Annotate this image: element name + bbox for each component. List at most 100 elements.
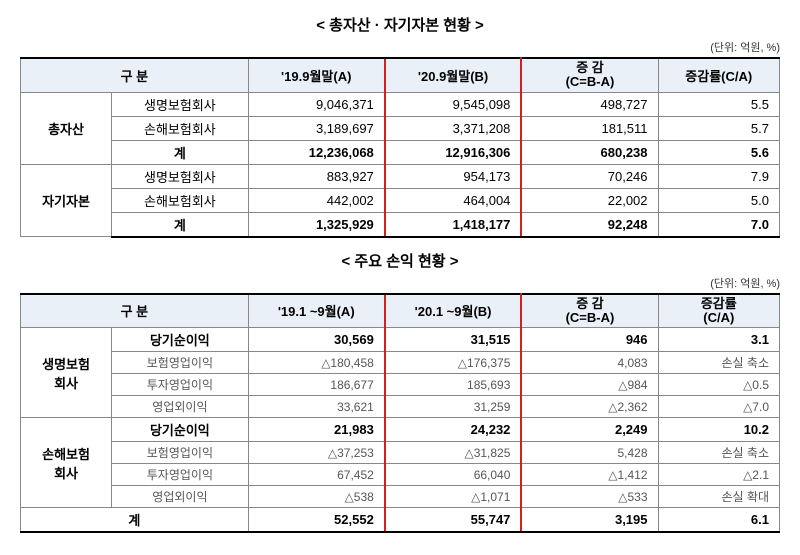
table-row: 자기자본생명보험회사883,927954,17370,2467.9 <box>21 164 780 188</box>
table-row: 보험영업이익△180,458△176,3754,083손실 축소 <box>21 352 780 374</box>
table-row: 손해보험회사442,002464,00422,0025.0 <box>21 188 780 212</box>
th2-diff: 증 감 (C=B-A) <box>521 294 658 328</box>
cell-d: 5.5 <box>658 92 779 116</box>
cell-b: 31,259 <box>385 396 522 418</box>
table-row: 투자영업이익186,677185,693△984△0.5 <box>21 374 780 396</box>
th2-rate: 증감률 (C/A) <box>658 294 779 328</box>
total-row: 계52,55255,7473,1956.1 <box>21 508 780 533</box>
cell-d: 3.1 <box>658 328 779 352</box>
cell-a: 33,621 <box>248 396 385 418</box>
table2-unit: (단위: 억원, %) <box>20 275 780 291</box>
cell-c: 2,249 <box>521 418 658 442</box>
cell-c: 92,248 <box>521 212 658 237</box>
table-row: 손해보험회사3,189,6973,371,208181,5115.7 <box>21 116 780 140</box>
row-label: 당기순이익 <box>112 418 249 442</box>
cell-d: 손실 축소 <box>658 442 779 464</box>
row-group-label: 총자산 <box>21 92 112 164</box>
row-group-label: 자기자본 <box>21 164 112 237</box>
cell-c: △533 <box>521 486 658 508</box>
cell-b: 954,173 <box>385 164 522 188</box>
table-row: 생명보험 회사당기순이익30,56931,5159463.1 <box>21 328 780 352</box>
row-label: 영업외이익 <box>112 486 249 508</box>
row-group-label: 손해보험 회사 <box>21 418 112 508</box>
cell-a: 186,677 <box>248 374 385 396</box>
cell-d: 7.9 <box>658 164 779 188</box>
cell-c: 22,002 <box>521 188 658 212</box>
row-group-label: 생명보험 회사 <box>21 328 112 418</box>
cell-b: 464,004 <box>385 188 522 212</box>
th-category: 구 분 <box>21 58 249 92</box>
cell-d: 5.0 <box>658 188 779 212</box>
row-label: 생명보험회사 <box>112 92 249 116</box>
row-label: 계 <box>112 212 249 237</box>
cell-d: 5.6 <box>658 140 779 164</box>
cell-b: 24,232 <box>385 418 522 442</box>
row-label: 보험영업이익 <box>112 352 249 374</box>
cell-d: 10.2 <box>658 418 779 442</box>
cell-d: 7.0 <box>658 212 779 237</box>
total-c: 3,195 <box>521 508 658 533</box>
total-d: 6.1 <box>658 508 779 533</box>
table-row: 보험영업이익△37,253△31,8255,428손실 축소 <box>21 442 780 464</box>
cell-a: 1,325,929 <box>248 212 385 237</box>
th2-category: 구 분 <box>21 294 249 328</box>
cell-a: 9,046,371 <box>248 92 385 116</box>
row-label: 투자영업이익 <box>112 374 249 396</box>
cell-b: 9,545,098 <box>385 92 522 116</box>
table-row: 영업외이익△538△1,071△533손실 확대 <box>21 486 780 508</box>
cell-b: 3,371,208 <box>385 116 522 140</box>
th-colA: '19.9월말(A) <box>248 58 385 92</box>
total-b: 55,747 <box>385 508 522 533</box>
table-row: 손해보험 회사당기순이익21,98324,2322,24910.2 <box>21 418 780 442</box>
cell-d: △0.5 <box>658 374 779 396</box>
cell-a: △37,253 <box>248 442 385 464</box>
cell-a: △538 <box>248 486 385 508</box>
total-a: 52,552 <box>248 508 385 533</box>
th-diff: 증 감 (C=B-A) <box>521 58 658 92</box>
cell-d: 5.7 <box>658 116 779 140</box>
row-label: 당기순이익 <box>112 328 249 352</box>
row-label: 보험영업이익 <box>112 442 249 464</box>
cell-b: △1,071 <box>385 486 522 508</box>
cell-c: 680,238 <box>521 140 658 164</box>
row-label: 계 <box>112 140 249 164</box>
cell-a: 12,236,068 <box>248 140 385 164</box>
table-row: 계12,236,06812,916,306680,2385.6 <box>21 140 780 164</box>
cell-c: 946 <box>521 328 658 352</box>
cell-b: 185,693 <box>385 374 522 396</box>
cell-a: 883,927 <box>248 164 385 188</box>
th2-colA: '19.1 ~9월(A) <box>248 294 385 328</box>
table1-unit: (단위: 억원, %) <box>20 39 780 55</box>
cell-c: 4,083 <box>521 352 658 374</box>
th2-colB: '20.1 ~9월(B) <box>385 294 522 328</box>
cell-c: △984 <box>521 374 658 396</box>
cell-d: △7.0 <box>658 396 779 418</box>
cell-a: 442,002 <box>248 188 385 212</box>
table-row: 영업외이익33,62131,259△2,362△7.0 <box>21 396 780 418</box>
th-colB: '20.9월말(B) <box>385 58 522 92</box>
cell-c: △1,412 <box>521 464 658 486</box>
cell-a: 3,189,697 <box>248 116 385 140</box>
cell-d: 손실 축소 <box>658 352 779 374</box>
cell-a: 30,569 <box>248 328 385 352</box>
cell-b: 31,515 <box>385 328 522 352</box>
cell-a: 67,452 <box>248 464 385 486</box>
cell-c: 70,246 <box>521 164 658 188</box>
cell-c: △2,362 <box>521 396 658 418</box>
cell-c: 498,727 <box>521 92 658 116</box>
cell-b: △31,825 <box>385 442 522 464</box>
row-label: 생명보험회사 <box>112 164 249 188</box>
row-label: 영업외이익 <box>112 396 249 418</box>
total-label: 계 <box>21 508 249 533</box>
cell-d: 손실 확대 <box>658 486 779 508</box>
cell-c: 5,428 <box>521 442 658 464</box>
profit-loss-section: < 주요 손익 현황 > (단위: 억원, %) 구 분 '19.1 ~9월(A… <box>20 250 780 534</box>
assets-equity-table: 구 분 '19.9월말(A) '20.9월말(B) 증 감 (C=B-A) 증감… <box>20 57 780 238</box>
cell-b: 1,418,177 <box>385 212 522 237</box>
row-label: 투자영업이익 <box>112 464 249 486</box>
assets-equity-section: < 총자산 · 자기자본 현황 > (단위: 억원, %) 구 분 '19.9월… <box>20 14 780 238</box>
profit-loss-table: 구 분 '19.1 ~9월(A) '20.1 ~9월(B) 증 감 (C=B-A… <box>20 293 780 534</box>
row-label: 손해보험회사 <box>112 188 249 212</box>
table-row: 총자산생명보험회사9,046,3719,545,098498,7275.5 <box>21 92 780 116</box>
table1-title: < 총자산 · 자기자본 현황 > <box>20 14 780 35</box>
